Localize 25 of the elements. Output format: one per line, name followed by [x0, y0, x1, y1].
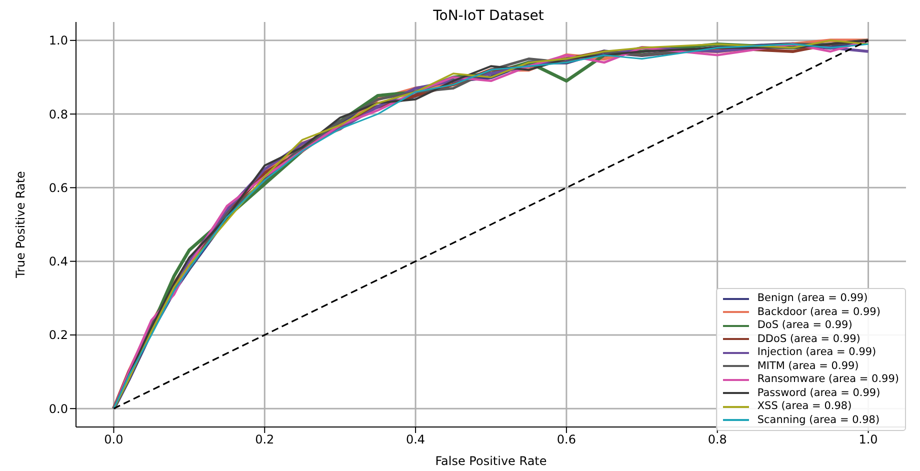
y-tick-label: 0.8 [48, 107, 68, 122]
x-tick-label: 1.0 [858, 432, 878, 447]
y-tick-label: 0.2 [48, 328, 68, 342]
y-axis-title: True Positive Rate [13, 171, 28, 279]
y-tick-label: 1.0 [48, 34, 68, 48]
legend-label: Benign (area = 0.99) [757, 292, 868, 306]
legend-label: Password (area = 0.99) [757, 386, 880, 400]
x-tick-label: 0.0 [104, 432, 124, 447]
y-tick-label: 0.0 [48, 402, 68, 416]
legend-label: Scanning (area = 0.98) [757, 414, 880, 427]
legend-label: MITM (area = 0.99) [757, 360, 859, 373]
x-tick-label: 0.2 [255, 432, 274, 447]
legend-label: DDoS (area = 0.99) [757, 332, 860, 346]
legend-label: Backdoor (area = 0.99) [757, 306, 880, 319]
legend-label: DoS (area = 0.99) [757, 319, 852, 332]
y-tick-label: 0.4 [48, 254, 68, 269]
legend-label: XSS (area = 0.98) [757, 400, 852, 414]
x-axis-title: False Positive Rate [435, 454, 547, 468]
x-tick-label: 0.4 [406, 432, 426, 447]
legend-label: Ransomware (area = 0.99) [757, 373, 899, 386]
x-tick-label: 0.6 [556, 432, 576, 447]
legend-label: Injection (area = 0.99) [757, 346, 876, 360]
y-tick-label: 0.6 [48, 180, 68, 195]
x-tick-label: 0.8 [708, 432, 727, 447]
chart-title: ToN-IoT Dataset [432, 8, 545, 24]
